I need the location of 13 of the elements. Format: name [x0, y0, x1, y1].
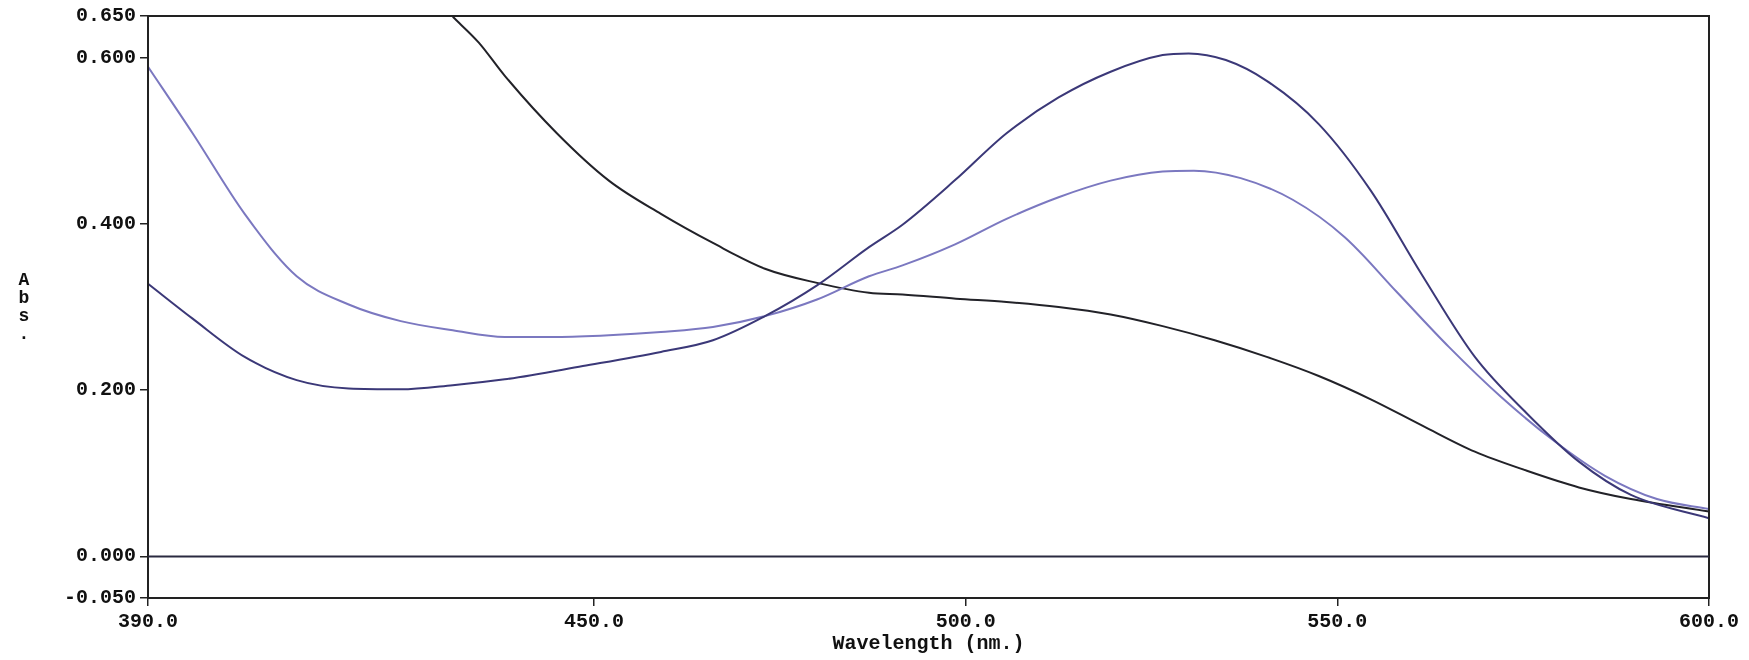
y-tick-label: 0.000 — [76, 544, 137, 568]
y-tick-label: -0.050 — [64, 586, 137, 610]
y-tick-label: 0.200 — [76, 378, 137, 402]
y-tick-label: 0.650 — [76, 4, 137, 28]
x-tick-label: 450.0 — [564, 610, 625, 634]
x-tick-label: 550.0 — [1307, 610, 1368, 634]
y-tick-label: 0.600 — [76, 45, 137, 69]
y-tick-label: 0.400 — [76, 211, 137, 235]
x-tick-label: 500.0 — [935, 610, 996, 634]
x-tick-label: 390.0 — [118, 610, 179, 634]
x-tick-label: 600.0 — [1678, 610, 1740, 634]
y-axis-title: Abs. — [14, 270, 34, 342]
x-axis-title: Wavelength (nm.) — [832, 632, 1025, 656]
